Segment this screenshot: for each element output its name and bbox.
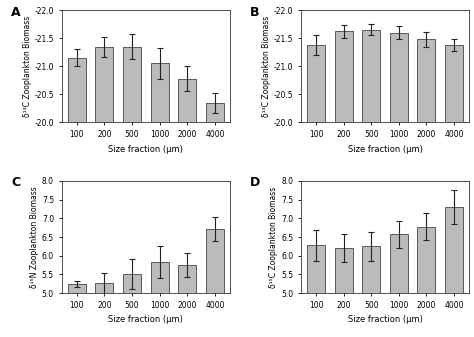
Text: B: B	[250, 6, 260, 19]
Y-axis label: δ¹⁵C Zooplankton Biomass: δ¹⁵C Zooplankton Biomass	[269, 186, 278, 288]
Bar	[95, 283, 113, 293]
Y-axis label: δ¹⁵N Zooplankton Biomass: δ¹⁵N Zooplankton Biomass	[30, 186, 39, 288]
Bar	[390, 33, 408, 122]
Bar	[307, 245, 325, 293]
Bar	[335, 31, 353, 122]
Y-axis label: δ¹³C Zooplankton Biomass: δ¹³C Zooplankton Biomass	[262, 16, 271, 117]
Bar	[151, 262, 169, 293]
Bar	[178, 79, 196, 122]
Bar	[151, 63, 169, 122]
Bar	[445, 207, 463, 293]
X-axis label: Size fraction (μm): Size fraction (μm)	[347, 315, 422, 325]
Bar	[95, 47, 113, 122]
Bar	[68, 58, 86, 122]
X-axis label: Size fraction (μm): Size fraction (μm)	[347, 145, 422, 154]
Text: D: D	[250, 176, 261, 189]
Bar	[123, 274, 141, 293]
X-axis label: Size fraction (μm): Size fraction (μm)	[109, 315, 183, 325]
Bar	[123, 47, 141, 122]
Bar	[178, 265, 196, 293]
Text: C: C	[11, 176, 20, 189]
Text: A: A	[11, 6, 21, 19]
Bar	[418, 226, 436, 293]
Bar	[335, 248, 353, 293]
Bar	[418, 39, 436, 122]
Bar	[307, 45, 325, 122]
Bar	[362, 30, 380, 122]
Bar	[68, 284, 86, 293]
Bar	[206, 229, 224, 293]
X-axis label: Size fraction (μm): Size fraction (μm)	[109, 145, 183, 154]
Y-axis label: δ¹³C Zooplankton Biomass: δ¹³C Zooplankton Biomass	[23, 16, 32, 117]
Bar	[390, 235, 408, 293]
Bar	[445, 45, 463, 122]
Bar	[206, 103, 224, 122]
Bar	[362, 246, 380, 293]
